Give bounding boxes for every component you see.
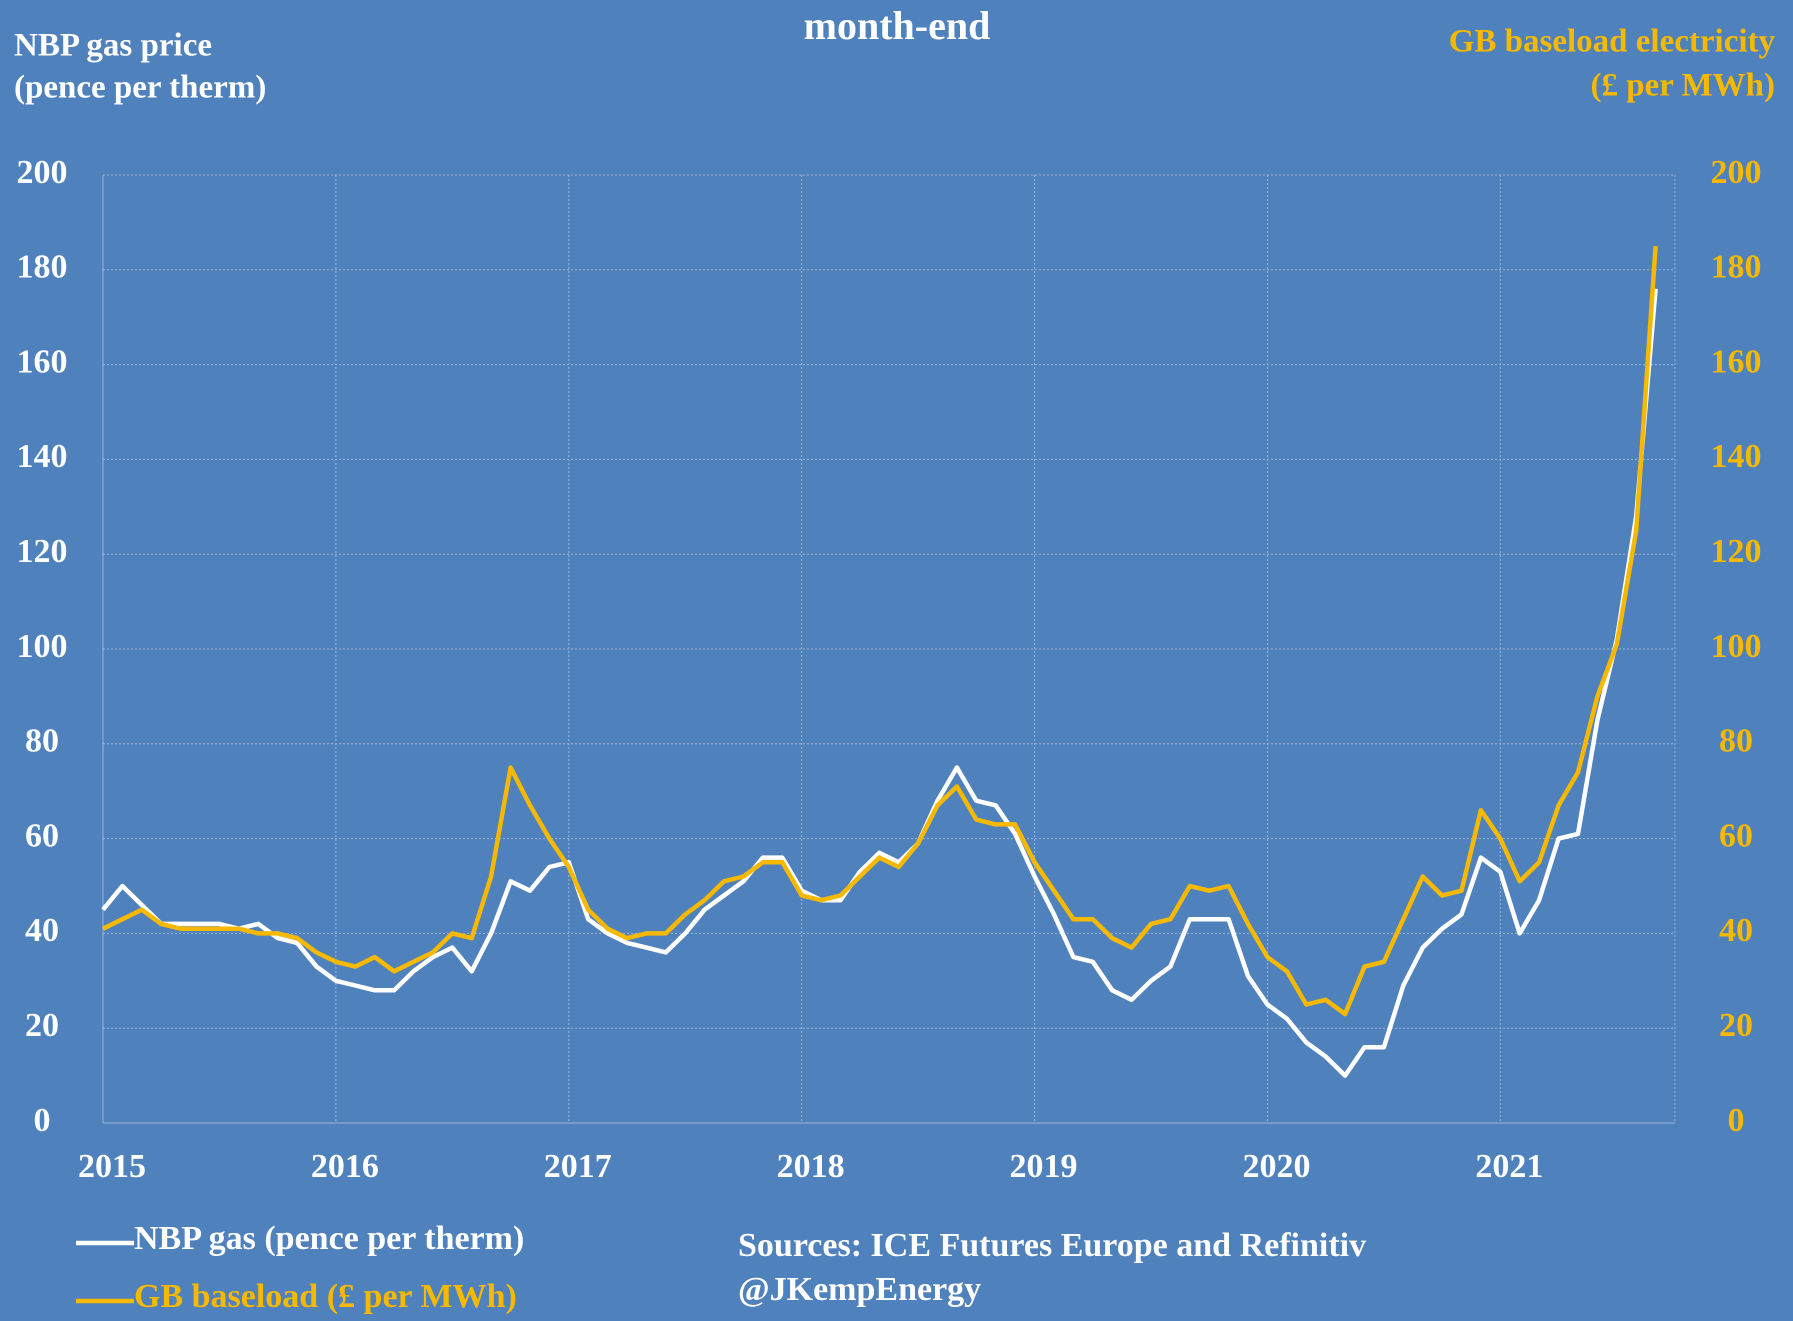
y-tick-label: 80: [25, 723, 59, 760]
y2-axis-label: GB baseload electricity: [1449, 24, 1776, 60]
x-tick-label: 2017: [544, 1148, 612, 1185]
sources: Sources: ICE Futures Europe and Refiniti…: [738, 1227, 1366, 1264]
y2-tick-label: 40: [1719, 912, 1753, 949]
y2-tick-label: 200: [1711, 154, 1762, 191]
x-tick-label: 2019: [1010, 1148, 1078, 1185]
y2-tick-label: 120: [1711, 533, 1762, 570]
x-tick-label: 2018: [777, 1148, 845, 1185]
y2-tick-label: 20: [1719, 1007, 1753, 1044]
y2-tick-label: 180: [1711, 249, 1762, 286]
y-tick-label: 40: [25, 912, 59, 949]
x-tick-label: 2020: [1242, 1148, 1310, 1185]
x-tick-label: 2015: [78, 1148, 146, 1185]
sources: @JKempEnergy: [738, 1271, 981, 1308]
y-axis-label: (pence per therm): [14, 70, 266, 106]
line-series: [102, 245, 1658, 1017]
chart-title: month-end: [804, 3, 991, 48]
y-axis-label: NBP gas price: [14, 28, 212, 64]
y-tick-label: 160: [17, 343, 68, 380]
y2-tick-label: 60: [1719, 817, 1753, 854]
line-series: [101, 288, 1658, 1078]
y-tick-label: 180: [17, 249, 68, 286]
y-tick-label: 60: [25, 817, 59, 854]
y2-tick-label: 160: [1711, 343, 1762, 380]
x-tick-label: 2016: [311, 1148, 379, 1185]
y-tick-label: 0: [34, 1102, 51, 1139]
y-tick-label: 120: [17, 533, 68, 570]
legend-label: GB baseload (£ per MWh): [134, 1278, 517, 1315]
y-tick-label: 200: [17, 154, 68, 191]
y-tick-label: 100: [17, 628, 68, 665]
y2-tick-label: 140: [1711, 438, 1762, 475]
y2-tick-label: 0: [1728, 1102, 1745, 1139]
y2-tick-label: 80: [1719, 723, 1753, 760]
x-tick-label: 2021: [1475, 1148, 1543, 1185]
y2-tick-label: 100: [1711, 628, 1762, 665]
y2-axis-label: (£ per MWh): [1590, 68, 1775, 104]
legend-label: NBP gas (pence per therm): [134, 1220, 524, 1257]
y-tick-label: 140: [17, 438, 68, 475]
y-tick-label: 20: [25, 1007, 59, 1044]
